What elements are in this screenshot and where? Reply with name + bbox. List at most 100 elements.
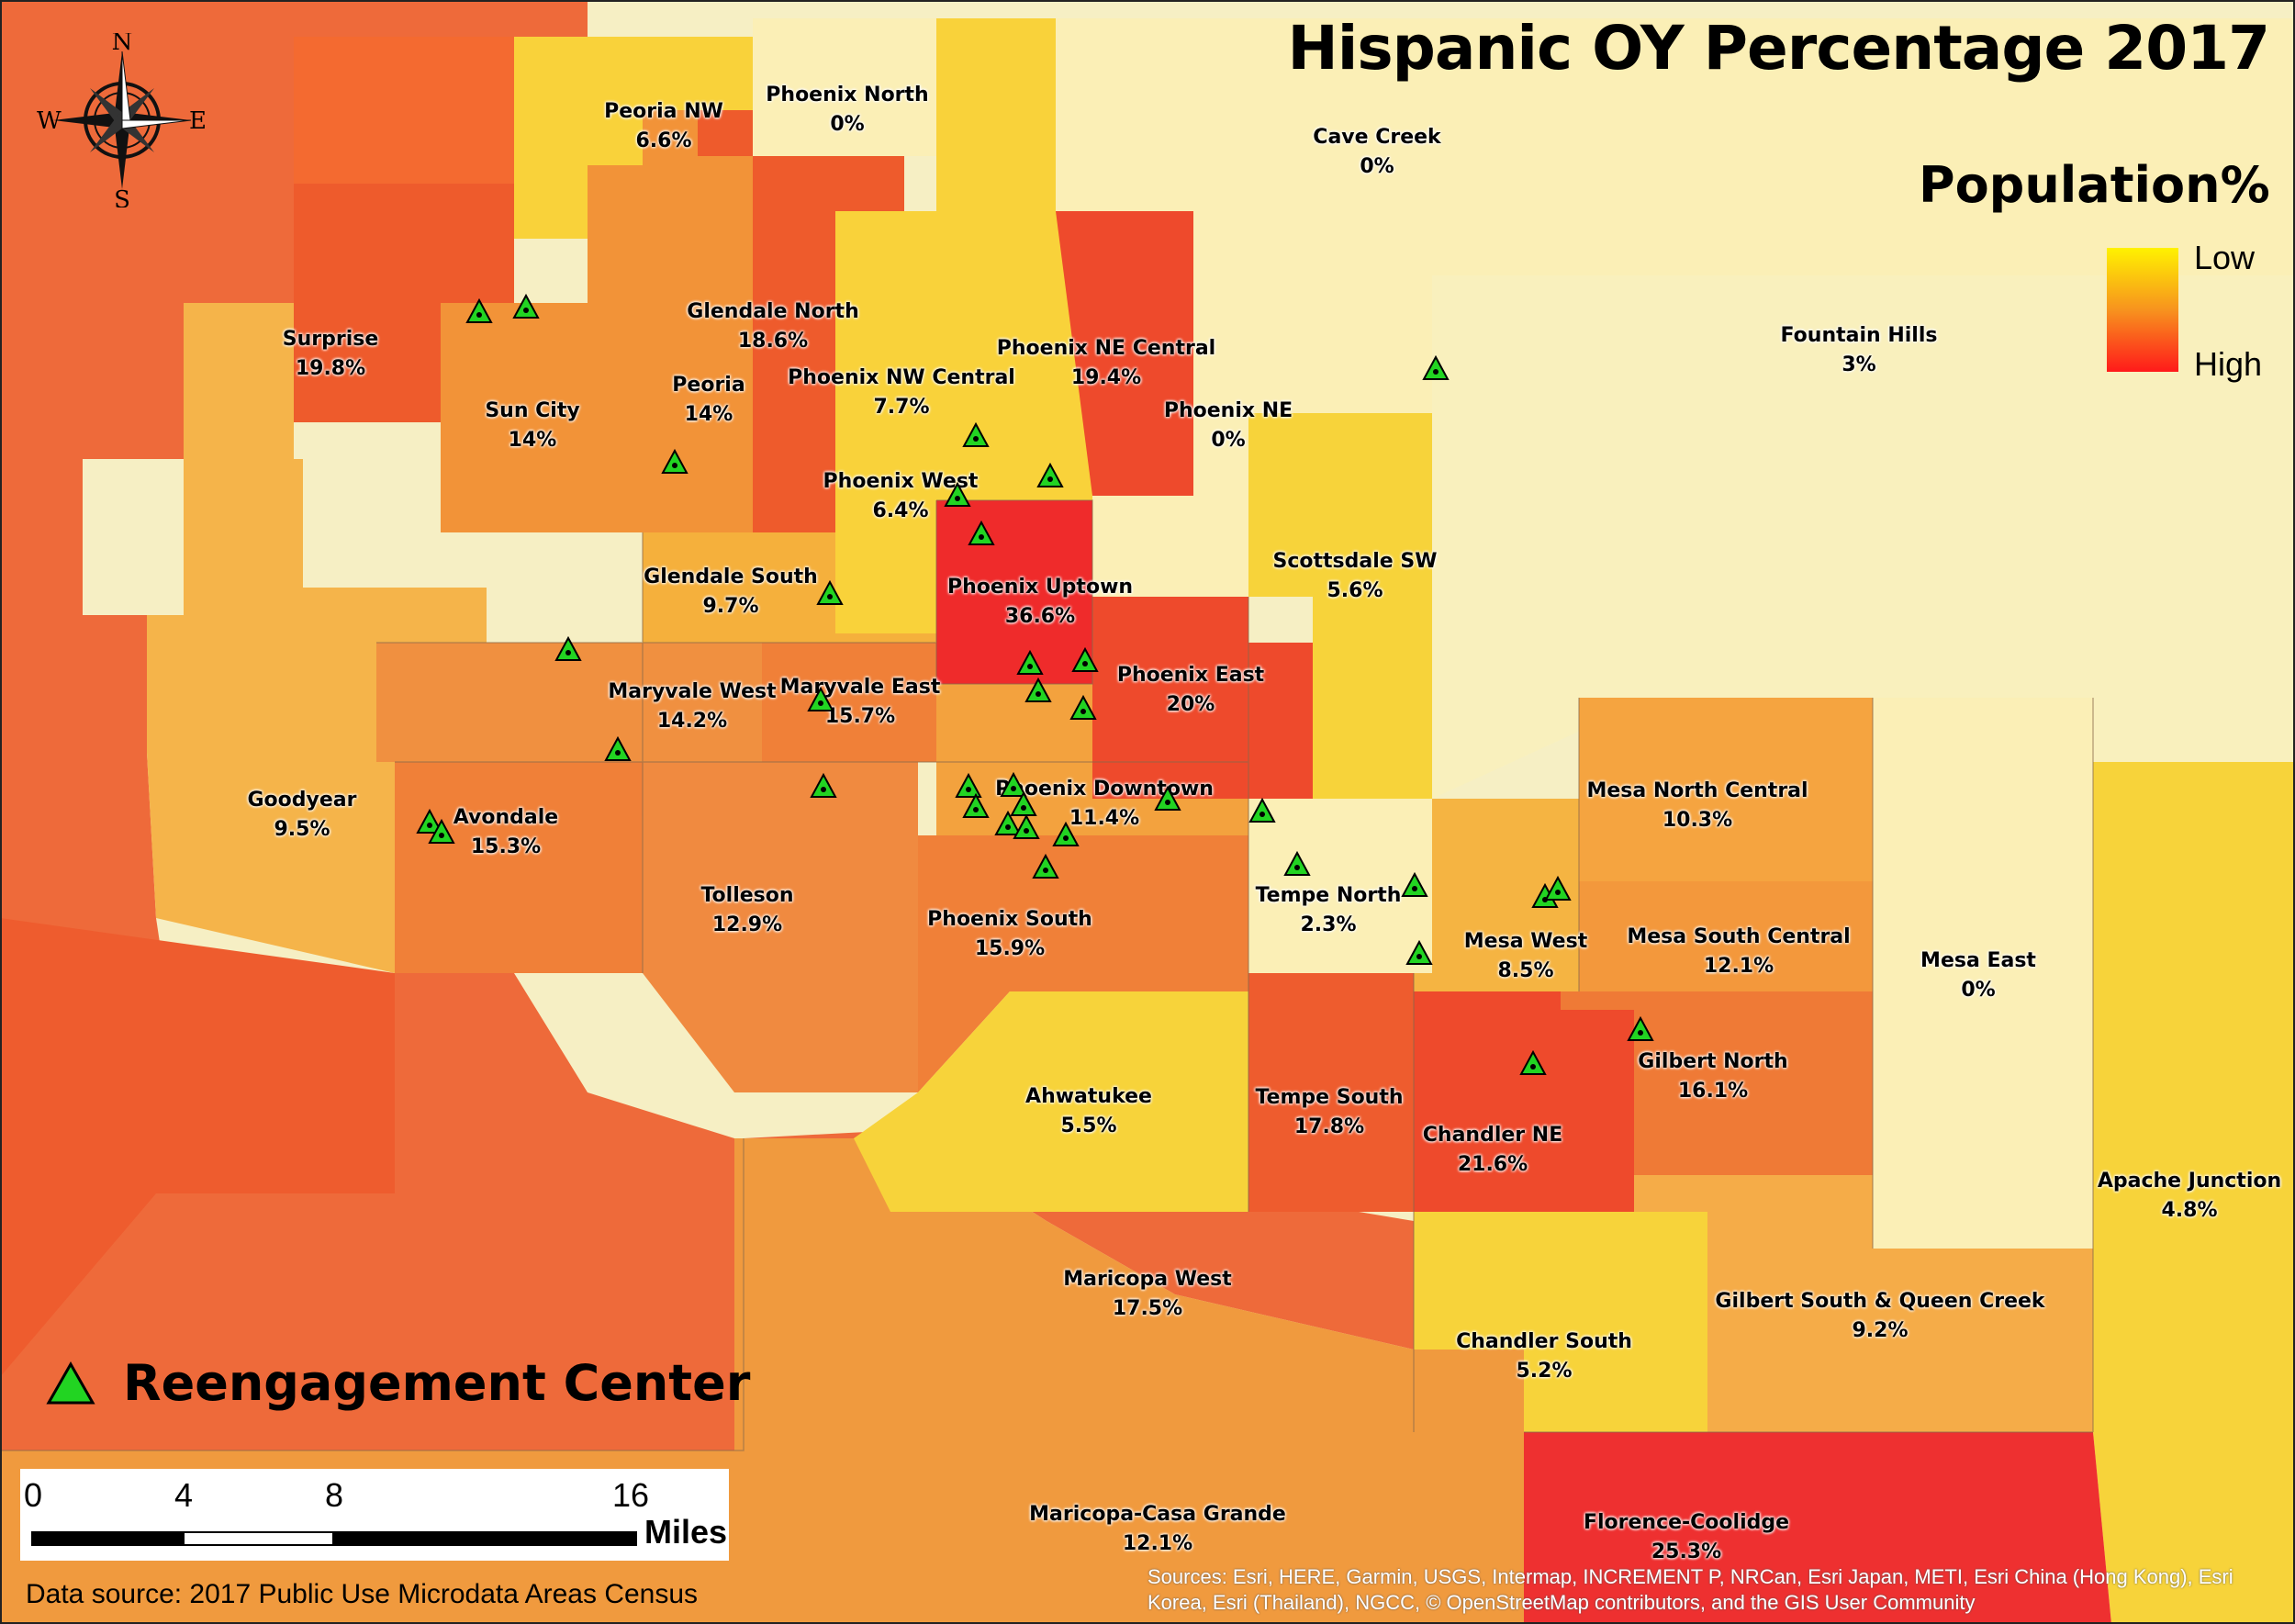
region-label: Phoenix NE Central 19.4%	[997, 334, 1215, 393]
region-label: Gilbert North 16.1%	[1638, 1047, 1787, 1106]
region-value: 9.7%	[702, 595, 759, 618]
region-label: Peoria NW 6.6%	[604, 97, 723, 156]
region-name: Gilbert South & Queen Creek	[1715, 1290, 2045, 1313]
region-value: 3%	[1842, 353, 1876, 376]
region-gilbert-south-queen-creek	[1634, 1175, 2093, 1432]
map-credits: Sources: Esri, HERE, Garmin, USGS, Inter…	[1148, 1565, 2233, 1614]
region-label: Maryvale West 14.2%	[608, 678, 776, 736]
region-value: 14%	[684, 403, 733, 426]
region-label: Tempe North 2.3%	[1256, 881, 1402, 940]
region-peoria-nw	[514, 37, 753, 239]
region-value: 17.8%	[1293, 1115, 1365, 1138]
region-name: Chandler South	[1456, 1330, 1632, 1353]
region-value: 12.9%	[711, 913, 783, 936]
region-label: Mesa West 8.5%	[1464, 927, 1587, 986]
region-name: Phoenix NE	[1163, 399, 1293, 422]
region-label: Fountain Hills 3%	[1781, 321, 1938, 380]
region-surprise	[294, 184, 514, 422]
region-mesa-east	[1873, 698, 2093, 1249]
region-phoenix-east	[1092, 597, 1313, 799]
region-label: Cave Creek 0%	[1313, 123, 1440, 182]
region-label: Florence-Coolidge 25.3%	[1584, 1508, 1789, 1567]
region-label: Phoenix Downtown 11.4%	[995, 775, 1214, 834]
region-label: Phoenix NE 0%	[1164, 397, 1293, 455]
region-name: Glendale South	[644, 566, 818, 588]
region-name: Maricopa West	[1063, 1268, 1232, 1291]
region-borders	[0, 499, 2094, 1451]
region-label: Ahwatukee 5.5%	[1025, 1082, 1152, 1141]
region-name: Phoenix Uptown	[946, 576, 1134, 599]
compass-north-label: N	[112, 33, 133, 56]
region-label: Avondale 15.3%	[453, 803, 558, 862]
region-name: Fountain Hills	[1780, 324, 1938, 347]
region-label: Mesa East 0%	[1920, 946, 2036, 1005]
region-tempe-north	[1248, 799, 1432, 973]
region-phoenix-ne-central	[1056, 211, 1193, 496]
region-name: Sun City	[485, 399, 580, 422]
region-name: Goodyear	[247, 789, 357, 812]
region-name: Mesa South Central	[1627, 925, 1851, 948]
region-value: 20%	[1166, 693, 1215, 716]
compass-west-label: W	[37, 107, 62, 135]
region-label: Gilbert South & Queen Creek 9.2%	[1715, 1287, 2044, 1346]
region-value: 4.8%	[2161, 1199, 2218, 1222]
legend-high-label: High	[2194, 345, 2263, 383]
region-label: Mesa North Central 10.3%	[1586, 777, 1808, 835]
legend-color-ramp	[2107, 248, 2178, 372]
region-glendale-north	[698, 110, 904, 532]
region-value: 6.6%	[635, 129, 692, 152]
region-name: Florence-Coolidge	[1583, 1511, 1790, 1534]
region-surprise-north	[294, 37, 514, 184]
region-label: Maricopa-Casa Grande 12.1%	[1029, 1500, 1286, 1559]
region-name: Phoenix East	[1116, 664, 1265, 687]
region-value: 8.5%	[1497, 959, 1554, 982]
region-value: 5.6%	[1327, 579, 1383, 602]
scale-tick-4: 4	[174, 1476, 194, 1514]
scale-tick-0: 0	[24, 1476, 43, 1514]
region-name: Tempe North	[1255, 884, 1402, 907]
region-label: Phoenix East 20%	[1117, 661, 1264, 720]
region-label: Phoenix West 6.4%	[823, 467, 979, 526]
region-name: Glendale North	[687, 300, 859, 323]
region-name: Mesa West	[1463, 930, 1588, 953]
region-label: Scottsdale SW 5.6%	[1273, 547, 1438, 606]
region-goodyear	[83, 459, 487, 973]
region-label: Phoenix NW Central 7.7%	[788, 364, 1015, 422]
region-label: Phoenix South 15.9%	[927, 905, 1092, 964]
region-name: Surprise	[282, 328, 379, 351]
region-value: 10.3%	[1662, 809, 1733, 832]
region-value: 0%	[1360, 155, 1394, 178]
region-label: Surprise 19.8%	[283, 325, 379, 384]
region-name: Tempe South	[1255, 1086, 1404, 1109]
region-name: Avondale	[453, 806, 559, 829]
legend-title: Population%	[1919, 156, 2270, 214]
region-name: Phoenix North	[766, 84, 929, 106]
region-chandler-ne	[1414, 991, 1634, 1212]
region-goodyear-north	[184, 303, 294, 459]
compass-south-label: S	[114, 186, 130, 207]
region-value: 14%	[508, 429, 557, 452]
region-name: Maryvale West	[608, 680, 777, 703]
region-name: Mesa North Central	[1586, 779, 1808, 802]
region-mesa-south-central	[1579, 881, 1873, 991]
compass-rose-icon: N S W E	[37, 33, 207, 207]
region-name: Maricopa-Casa Grande	[1029, 1503, 1286, 1526]
region-fountain-hills	[1432, 275, 2295, 799]
region-value: 0%	[1211, 429, 1246, 452]
region-value: 19.4%	[1070, 366, 1142, 389]
region-cave-creek	[1056, 18, 2295, 275]
region-name: Phoenix Downtown	[995, 778, 1214, 801]
region-scottsdale-sw	[1248, 413, 1432, 799]
scale-tick-16: 16	[612, 1476, 650, 1514]
region-value: 19.8%	[295, 357, 366, 380]
scale-tick-8: 8	[325, 1476, 344, 1514]
compass-east-label: E	[189, 107, 207, 135]
region-name: Peoria	[672, 374, 745, 397]
region-name: Tolleson	[700, 884, 794, 907]
region-label: Tolleson 12.9%	[700, 881, 793, 940]
region-glendale-south	[643, 532, 936, 643]
region-name: Phoenix NE Central	[996, 337, 1216, 360]
region-value: 25.3%	[1651, 1540, 1722, 1563]
region-label: Maricopa West 17.5%	[1063, 1265, 1232, 1324]
region-value: 15.7%	[824, 705, 896, 728]
